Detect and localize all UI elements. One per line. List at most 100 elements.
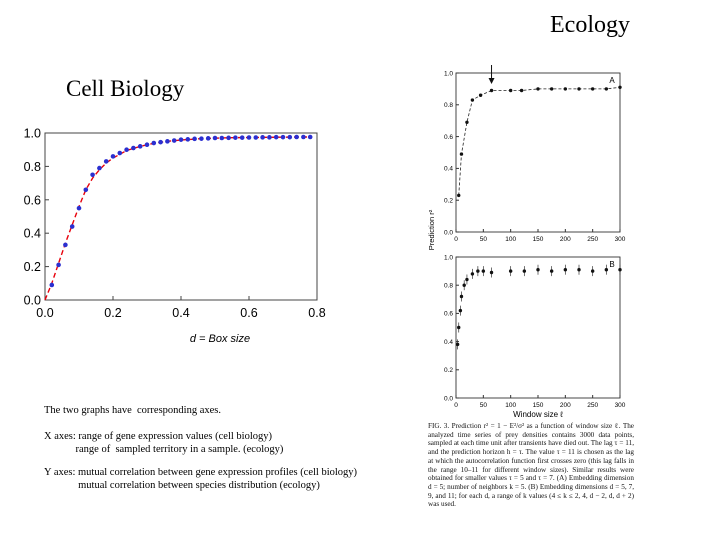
cell-data-point <box>185 137 191 142</box>
eco-b-data-point <box>465 277 469 282</box>
eco-x-axis-label: Window size ℓ <box>513 410 563 419</box>
eco-x-tick-label: 100 <box>505 236 516 243</box>
eco-b-data-point <box>618 267 622 272</box>
eco-x-tick-label: 200 <box>560 402 571 409</box>
cell-data-point <box>239 135 245 140</box>
cell-data-point <box>49 282 55 288</box>
cell-data-point <box>124 147 129 152</box>
eco-a-data-point <box>470 98 475 102</box>
eco-x-tick-label: 200 <box>560 236 571 243</box>
cell-data-point <box>56 262 61 268</box>
cell-data-point <box>199 136 204 141</box>
eco-x-tick-label: 300 <box>615 402 626 409</box>
cell-y-tick-label: 0.4 <box>24 227 41 241</box>
eco-x-tick-label: 50 <box>480 236 488 243</box>
eco-x-tick-label: 150 <box>533 402 544 409</box>
cell-data-point <box>90 172 95 178</box>
eco-a-data-point <box>563 87 568 91</box>
eco-y-tick-label: 0.2 <box>444 367 453 374</box>
eco-a-data-point <box>478 93 483 97</box>
cell-data-point <box>76 205 82 211</box>
eco-b-data-point <box>536 267 540 272</box>
eco-a-data-point <box>618 85 622 90</box>
ecology-title: Ecology <box>550 12 630 38</box>
eco-b-data-point <box>604 267 609 272</box>
eco-y-tick-label: 0.0 <box>444 395 453 402</box>
eco-y-tick-label: 0.0 <box>444 229 453 236</box>
cell-data-point <box>63 242 68 248</box>
eco-x-tick-label: 250 <box>587 236 598 243</box>
cell-data-point <box>117 150 123 156</box>
eco-b-data-point <box>459 294 464 299</box>
cell-y-tick-label: 0.0 <box>24 294 41 308</box>
eco-y-tick-label: 0.4 <box>444 166 453 173</box>
cell-data-point <box>158 139 163 145</box>
cell-data-point <box>205 136 211 141</box>
eco-y-tick-label: 1.0 <box>444 70 453 77</box>
eco-b-data-point <box>590 269 595 273</box>
eco-y-tick-label: 0.6 <box>444 134 453 141</box>
cell-x-tick-label: 0.8 <box>308 306 325 320</box>
eco-a-arrow-head <box>488 78 495 84</box>
cell-data-point <box>165 139 170 144</box>
eco-b-data-point <box>489 270 494 275</box>
eco-a-data-point <box>536 87 540 91</box>
cell-y-tick-label: 0.6 <box>24 193 41 207</box>
cell-biology-chart: 0.0 0.2 0.4 0.6 0.8 0.0 0.2 0.4 0.6 0.8 1.0 <box>24 128 326 320</box>
eco-b-data-point <box>577 267 581 272</box>
eco-x-tick-label: 250 <box>587 402 598 409</box>
cell-data-point <box>267 135 272 140</box>
eco-b-data-point <box>457 325 461 330</box>
cell-data-point <box>192 136 197 142</box>
cell-y-tick-label: 0.8 <box>24 160 41 174</box>
cell-data-point <box>212 135 218 141</box>
cell-data-point <box>253 135 259 140</box>
eco-a-data-point <box>508 88 513 93</box>
eco-panel-label: B <box>609 260 614 269</box>
eco-a-data-point <box>549 87 554 91</box>
eco-x-tick-label: 150 <box>533 236 544 243</box>
cell-x-tick-label: 0.0 <box>36 306 53 320</box>
eco-panel-b-frame <box>455 256 621 399</box>
cell-data-point <box>103 159 109 164</box>
cell-data-point <box>131 145 136 151</box>
cell-data-point <box>260 135 265 140</box>
cell-fit-line <box>44 136 311 301</box>
cell-data-point <box>144 142 150 147</box>
cell-data-point <box>69 224 75 229</box>
eco-x-tick-label: 0 <box>454 236 458 243</box>
cell-data-point <box>301 134 306 140</box>
eco-panel-label: A <box>609 76 615 85</box>
eco-a-data-point <box>489 88 494 93</box>
eco-b-data-point <box>476 269 480 273</box>
cell-data-point <box>219 135 225 141</box>
eco-y-tick-label: 0.8 <box>444 283 453 290</box>
cell-data-point <box>307 134 313 140</box>
eco-b-data-point <box>481 269 486 273</box>
cell-y-tick-label: 1.0 <box>24 128 41 141</box>
cell-data-point <box>246 135 252 140</box>
eco-x-tick-label: 0 <box>454 402 458 409</box>
eco-y-axis-label: Prediction r² <box>427 209 436 250</box>
eco-a-data-point <box>577 87 581 91</box>
cell-y-tick-label: 0.2 <box>24 260 41 274</box>
eco-a-data-point <box>519 88 524 93</box>
eco-y-tick-label: 0.4 <box>444 339 453 346</box>
note-x-axes: X axes: range of gene expression values … <box>44 431 284 455</box>
note-y-axes: Y axes: mutual correlation between gene … <box>44 467 358 491</box>
eco-a-data-point <box>604 87 609 91</box>
ecology-chart: 0 50 100 150 200 250 300 0.0 0.2 0.4 0.6 0.8 1.0 A Pre… <box>427 65 626 419</box>
cell-data-point <box>294 134 299 140</box>
eco-y-tick-label: 1.0 <box>444 254 453 261</box>
cell-x-tick-label: 0.6 <box>240 306 257 320</box>
cell-data-point <box>97 165 102 171</box>
cell-data-point <box>287 134 293 140</box>
eco-b-data-point <box>458 308 463 313</box>
eco-y-tick-label: 0.2 <box>444 198 453 205</box>
eco-b-data-point <box>455 342 460 347</box>
cell-data-point <box>226 135 231 141</box>
eco-x-tick-label: 100 <box>505 402 516 409</box>
cell-data-point <box>137 144 143 149</box>
cell-chart-x-axis-label: d = Box size <box>189 333 251 345</box>
eco-b-data-point <box>462 283 466 287</box>
